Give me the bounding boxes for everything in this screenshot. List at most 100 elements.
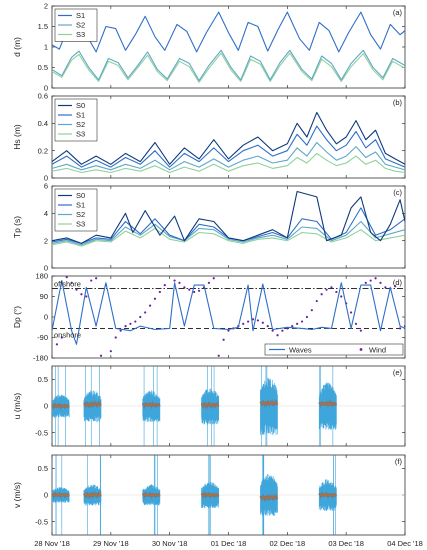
panel-5 — [51, 365, 406, 447]
wind-point — [364, 281, 367, 284]
y-tick-label: -90 — [37, 333, 48, 342]
wind-point — [188, 288, 191, 291]
y-tick-label: 0.5 — [38, 375, 48, 384]
panel-label: (a) — [393, 8, 403, 17]
y-tick-label: 180 — [35, 272, 48, 281]
axes-frame — [51, 185, 406, 269]
y-tick-label: 1.5 — [38, 22, 48, 31]
wind-point — [369, 279, 372, 282]
wind-point — [70, 281, 73, 284]
y-tick-label: 0.5 — [38, 63, 48, 72]
x-tick-label: 03 Dec '18 — [328, 539, 364, 548]
velocity-burst — [200, 366, 220, 446]
wind-point — [320, 293, 323, 296]
panel-2 — [51, 95, 406, 179]
series-line-s1 — [52, 11, 405, 53]
wind-point — [134, 320, 137, 323]
legend-label: S1 — [76, 111, 85, 120]
y-tick-label: -180 — [33, 354, 48, 363]
wind-point — [119, 329, 122, 332]
legend — [54, 98, 98, 142]
legend-swatch — [359, 348, 363, 351]
axes-frame — [51, 5, 406, 89]
y-axis-label: Tp (s) — [12, 216, 22, 238]
plot-area — [52, 190, 405, 247]
y-tick-label: 6 — [44, 182, 48, 191]
panel-4 — [51, 275, 406, 359]
series-line-s2 — [52, 220, 405, 246]
panel-label: (d) — [393, 278, 403, 287]
wind-point — [261, 321, 264, 324]
wind-point — [310, 309, 313, 312]
legend — [54, 188, 98, 232]
wind-point — [374, 277, 377, 280]
wind-point — [144, 311, 147, 314]
reference-line-label: onshore — [54, 330, 81, 339]
plot-area — [52, 11, 405, 83]
y-tick-label: 0.6 — [38, 92, 48, 101]
wind-point — [99, 354, 103, 357]
series-line-s3 — [52, 52, 405, 83]
wind-point — [153, 297, 157, 300]
wind-point — [95, 277, 98, 280]
velocity-burst — [83, 455, 102, 535]
x-tick-label: 28 Nov '18 — [34, 539, 70, 548]
y-tick-label: 2 — [44, 2, 48, 11]
wind-point — [227, 329, 230, 332]
wind-point — [129, 322, 132, 325]
wind-point — [148, 304, 152, 307]
panel-6 — [51, 454, 406, 536]
velocity-burst — [318, 366, 338, 446]
wind-point — [173, 279, 176, 282]
series-line-s2 — [52, 141, 405, 171]
velocity-burst — [52, 455, 70, 535]
wind-point — [212, 277, 215, 280]
velocity-trace — [260, 377, 278, 436]
wind-point — [394, 285, 397, 288]
wind-point — [256, 319, 260, 322]
wind-point — [90, 279, 93, 282]
legend-box — [264, 343, 404, 356]
y-tick-label: 0.4 — [38, 119, 48, 128]
legend-label: S3 — [76, 130, 85, 139]
y-tick-label: -0.5 — [35, 428, 48, 437]
wind-point — [158, 290, 161, 294]
series-line-s3 — [52, 152, 405, 174]
wind-point — [193, 290, 196, 294]
y-tick-label: 2 — [44, 236, 48, 245]
wind-point — [207, 281, 210, 284]
wind-point — [300, 320, 304, 323]
series-line-s3 — [52, 227, 405, 247]
legend-label: S0 — [76, 191, 85, 200]
y-axis-label: v (m/s) — [12, 482, 22, 508]
series-line-s0 — [52, 111, 405, 165]
velocity-burst — [83, 366, 102, 446]
plot-area — [52, 366, 405, 446]
velocity-burst — [141, 455, 161, 535]
y-axis-label: Hs (m) — [12, 124, 22, 150]
legend-label: S2 — [76, 210, 85, 219]
y-axis-label: Dp (°) — [12, 306, 22, 328]
wind-point — [217, 354, 220, 357]
wind-point — [163, 284, 166, 287]
wind-point — [197, 289, 201, 292]
panel-label: (b) — [393, 98, 403, 107]
y-tick-label: 0 — [44, 84, 48, 93]
y-tick-label: 1 — [44, 43, 48, 52]
wind-point — [330, 286, 333, 289]
y-tick-label: 0.5 — [38, 464, 48, 473]
wind-point — [266, 325, 269, 328]
wind-point — [276, 334, 279, 337]
wind-point — [335, 290, 338, 294]
wind-point — [251, 318, 255, 321]
wind-point — [247, 320, 250, 323]
wind-point — [65, 276, 68, 279]
legend-label: Waves — [289, 345, 312, 354]
wind-point — [139, 315, 142, 319]
series-line-s0 — [52, 190, 405, 244]
velocity-burst — [318, 455, 338, 535]
y-tick-label: 0 — [44, 313, 48, 322]
wind-point — [398, 327, 402, 330]
legend — [264, 343, 404, 356]
